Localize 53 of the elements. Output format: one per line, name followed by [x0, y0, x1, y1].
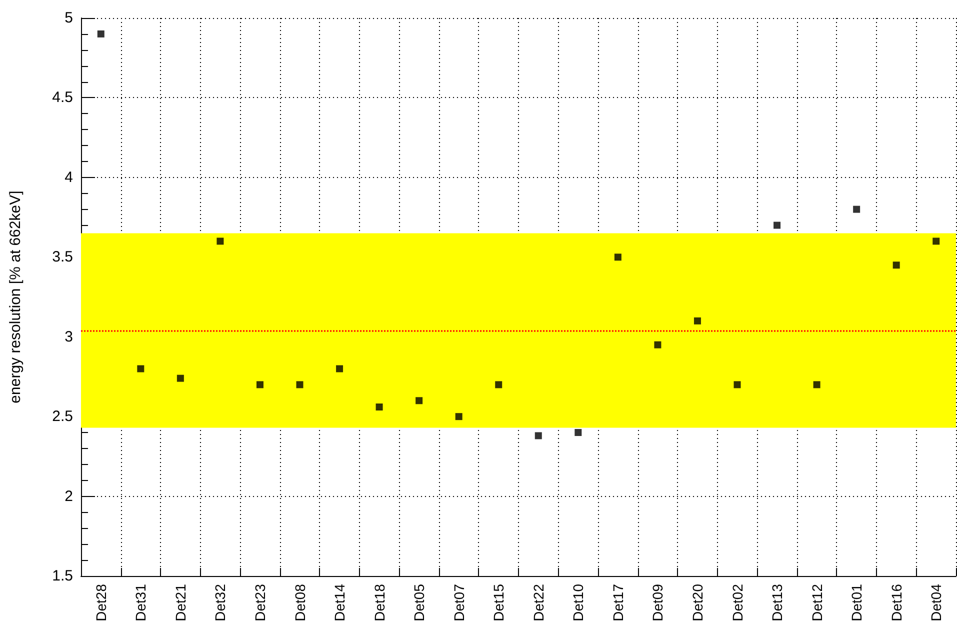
y-tick-label: 4.5	[52, 89, 73, 106]
x-tick-label: Det23	[252, 584, 268, 622]
y-tick-label: 3.5	[52, 248, 73, 266]
x-tick-label: Det22	[530, 584, 546, 622]
x-tick-label: Det15	[490, 584, 507, 622]
point	[813, 381, 820, 388]
x-tick-label: Det32	[212, 584, 228, 622]
point	[416, 397, 423, 404]
point	[256, 381, 264, 388]
x-tick-label: Det18	[371, 584, 388, 622]
point	[495, 381, 502, 388]
x-tick-label: Det02	[729, 584, 746, 622]
x-tick-label: Det10	[570, 584, 586, 622]
point	[734, 381, 741, 388]
y-tick-label: 4	[64, 168, 73, 186]
point	[932, 238, 940, 245]
point	[216, 238, 224, 245]
point	[97, 30, 104, 38]
x-tick-label: Det21	[172, 584, 188, 622]
y-tick-label: 1.5	[52, 568, 73, 584]
x-tick-label: Det20	[689, 584, 706, 622]
point	[654, 341, 662, 348]
x-tick-label: Det05	[411, 584, 428, 622]
x-tick-label: Det09	[650, 584, 666, 622]
point	[853, 206, 860, 213]
x-tick-label: Det08	[292, 584, 308, 622]
x-tick-label: Det12	[808, 584, 825, 622]
point	[574, 429, 582, 436]
y-tick-label: 2	[64, 488, 73, 505]
point	[176, 374, 184, 382]
point	[296, 381, 304, 388]
y-tick-label: 2.5	[52, 408, 73, 426]
point	[534, 432, 542, 440]
x-tick-label: Det14	[332, 584, 348, 622]
point	[137, 365, 144, 372]
y-axis-title: energy resolution [% at 662keV]	[7, 190, 24, 404]
point	[614, 254, 622, 261]
x-tick-label: Det16	[888, 584, 904, 622]
point	[774, 222, 781, 229]
y-tick-label: 5	[64, 10, 73, 26]
point	[892, 262, 900, 269]
x-tick-label: Det28	[92, 584, 109, 622]
x-tick-label: Det31	[132, 584, 149, 622]
x-tick-label: Det04	[928, 584, 944, 622]
x-tick-label: Det17	[610, 584, 626, 622]
point	[336, 365, 344, 372]
point	[694, 317, 701, 324]
x-tick-label: Det07	[450, 584, 467, 622]
x-tick-label: Det01	[848, 584, 865, 622]
x-tick-label: Det13	[769, 584, 786, 622]
y-tick-label: 3	[64, 328, 73, 346]
point	[376, 404, 383, 411]
point	[455, 413, 462, 420]
